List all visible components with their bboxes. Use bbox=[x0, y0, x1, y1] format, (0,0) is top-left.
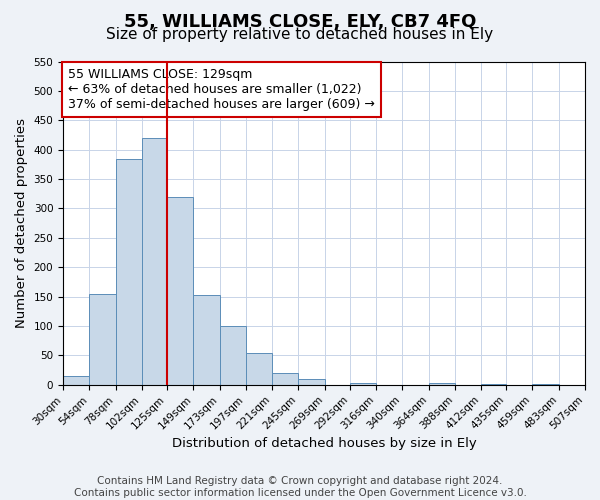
Bar bbox=[532, 384, 559, 385]
Bar bbox=[89, 294, 116, 385]
Text: Contains HM Land Registry data © Crown copyright and database right 2024.
Contai: Contains HM Land Registry data © Crown c… bbox=[74, 476, 526, 498]
Bar bbox=[428, 383, 455, 385]
Bar bbox=[142, 138, 167, 385]
Bar bbox=[298, 379, 325, 385]
X-axis label: Distribution of detached houses by size in Ely: Distribution of detached houses by size … bbox=[172, 437, 476, 450]
Bar bbox=[116, 158, 142, 385]
Bar bbox=[585, 384, 600, 385]
Y-axis label: Number of detached properties: Number of detached properties bbox=[15, 118, 28, 328]
Bar bbox=[481, 384, 506, 385]
Text: Size of property relative to detached houses in Ely: Size of property relative to detached ho… bbox=[106, 28, 494, 42]
Bar bbox=[350, 382, 376, 385]
Text: 55 WILLIAMS CLOSE: 129sqm
← 63% of detached houses are smaller (1,022)
37% of se: 55 WILLIAMS CLOSE: 129sqm ← 63% of detac… bbox=[68, 68, 375, 111]
Bar bbox=[220, 326, 246, 385]
Bar bbox=[272, 373, 298, 385]
Bar bbox=[167, 196, 193, 385]
Bar bbox=[63, 376, 89, 385]
Bar bbox=[193, 295, 220, 385]
Text: 55, WILLIAMS CLOSE, ELY, CB7 4FQ: 55, WILLIAMS CLOSE, ELY, CB7 4FQ bbox=[124, 12, 476, 30]
Bar bbox=[246, 352, 272, 385]
